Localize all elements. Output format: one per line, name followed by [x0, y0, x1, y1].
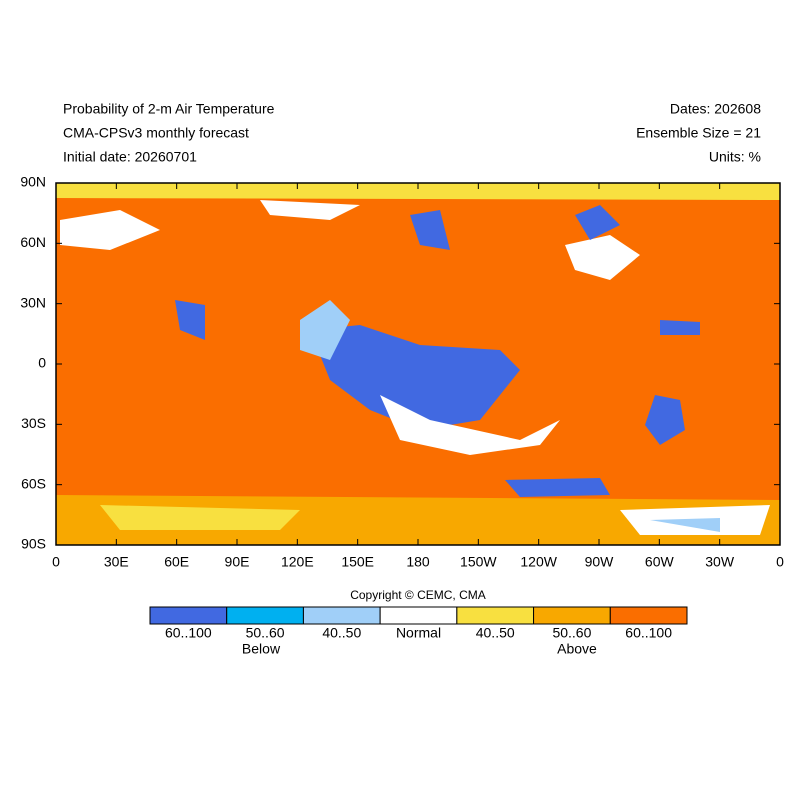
- colorbar-label: 40..50: [322, 625, 361, 641]
- normal-region: [260, 200, 360, 220]
- colorbar-swatch: [533, 606, 611, 625]
- lon-label: 180: [406, 554, 430, 570]
- lon-label: 0: [52, 554, 60, 570]
- colorbar: 60..100 50..60 40..50 Normal 40..50 50..60 60.…: [149, 606, 688, 641]
- colorbar-swatch: [609, 606, 688, 625]
- lon-label: 90E: [225, 554, 250, 570]
- lat-label: 0: [38, 355, 46, 371]
- lat-label: 90S: [21, 536, 46, 552]
- axes: 90N 60N 30N 0 30S 60S 90S 0 30E 60E 90E 120E 150E 180…: [20, 174, 784, 570]
- below-region: [310, 325, 520, 430]
- lon-label: 60E: [164, 554, 189, 570]
- lon-label: 150W: [460, 554, 497, 570]
- colorbar-label: 40..50: [476, 625, 515, 641]
- below-region: [575, 205, 620, 240]
- colorbar-label: 60..100: [165, 625, 212, 641]
- colorbar-label: 60..100: [625, 625, 672, 641]
- lat-label: 30N: [20, 294, 46, 310]
- lon-label: 120W: [520, 554, 557, 570]
- below-region: [300, 300, 350, 360]
- below-region: [410, 210, 450, 250]
- lat-label: 30S: [21, 415, 46, 431]
- copyright: Copyright © CEMC, CMA: [350, 588, 486, 602]
- lat-label: 60N: [20, 234, 46, 250]
- colorbar-swatch: [226, 606, 304, 625]
- colorbar-label: Normal: [396, 625, 441, 641]
- above-region: [56, 495, 780, 545]
- subtitle: Initial date: 20260701: [63, 149, 197, 165]
- lon-label: 60W: [645, 554, 675, 570]
- normal-region: [60, 210, 160, 250]
- info: Dates: 202608: [670, 101, 761, 117]
- colorbar-group-label: Above: [557, 641, 597, 657]
- colorbar-swatch: [379, 606, 458, 625]
- colorbar-swatch: [149, 606, 228, 625]
- normal-region: [565, 235, 640, 280]
- below-region: [650, 518, 720, 532]
- lon-label: 30W: [705, 554, 735, 570]
- below-region: [645, 395, 685, 445]
- lon-label: 150E: [341, 554, 374, 570]
- colorbar-swatch: [456, 606, 535, 625]
- info: Ensemble Size = 21: [636, 125, 761, 141]
- lon-label: 30E: [104, 554, 129, 570]
- lon-label: 90W: [585, 554, 615, 570]
- title: Probability of 2-m Air Temperature: [63, 101, 275, 117]
- colorbar-group-label: Below: [242, 641, 281, 657]
- info: Units: %: [709, 149, 761, 165]
- above-region: [100, 505, 300, 530]
- lon-label: 120E: [281, 554, 314, 570]
- colorbar-swatch: [302, 606, 381, 625]
- colorbar-label: 50..60: [246, 625, 285, 641]
- lat-label: 90N: [20, 174, 46, 190]
- below-region: [660, 320, 700, 335]
- below-region: [175, 300, 205, 340]
- subtitle: CMA-CPSv3 monthly forecast: [63, 125, 249, 141]
- colorbar-label: 50..60: [552, 625, 591, 641]
- lat-label: 60S: [21, 475, 46, 491]
- map: [55, 182, 781, 546]
- below-region: [505, 478, 610, 497]
- normal-region: [380, 395, 560, 455]
- lon-label: 0: [776, 554, 784, 570]
